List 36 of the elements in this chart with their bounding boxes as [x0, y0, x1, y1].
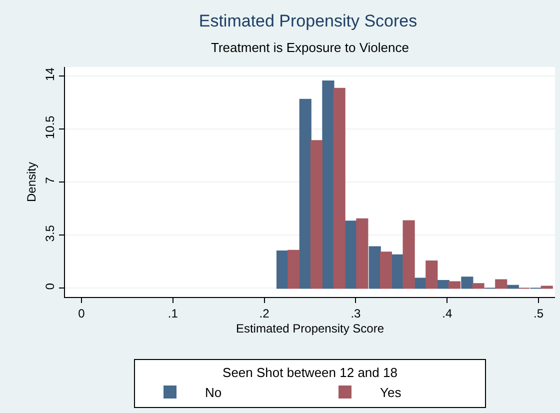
bar: [288, 250, 300, 289]
bar: [276, 250, 289, 289]
bar: [368, 246, 381, 289]
bar: [322, 80, 334, 289]
x-tick-label: .5: [534, 306, 544, 320]
x-axis-title: Estimated Propensity Score: [236, 321, 384, 336]
bar: [356, 218, 368, 289]
x-tick-label: 0: [78, 306, 86, 320]
bar: [506, 284, 519, 289]
y-axis-title: Density: [24, 162, 38, 202]
bar: [333, 88, 346, 289]
bar: [402, 220, 415, 289]
bar: [437, 280, 450, 289]
x-tick-label: .4: [442, 306, 452, 320]
y-tick-label: 14: [43, 67, 58, 81]
x-tick-label: .3: [350, 306, 362, 320]
legend-label: Yes: [380, 385, 402, 400]
chart-title: Estimated Propensity Scores: [198, 11, 418, 30]
bar: [448, 281, 461, 289]
x-tick-label: .1: [168, 306, 178, 320]
bar: [461, 276, 474, 289]
bar: [495, 279, 508, 289]
bar: [380, 252, 392, 289]
y-tick-label: 10.5: [43, 115, 58, 139]
bar: [299, 98, 312, 289]
y-tick-label: 7: [43, 176, 58, 184]
bar: [310, 140, 322, 289]
y-tick-label: 3.5: [43, 224, 58, 242]
x-tick-label: .2: [259, 306, 270, 320]
chart-subtitle: Treatment is Exposure to Violence: [211, 40, 409, 55]
legend-label: No: [205, 385, 222, 400]
bar: [426, 260, 438, 289]
legend-title: Seen Shot between 12 and 18: [222, 365, 398, 380]
y-tick-label: 0: [43, 282, 58, 290]
bar: [472, 283, 484, 289]
bar: [392, 254, 404, 289]
